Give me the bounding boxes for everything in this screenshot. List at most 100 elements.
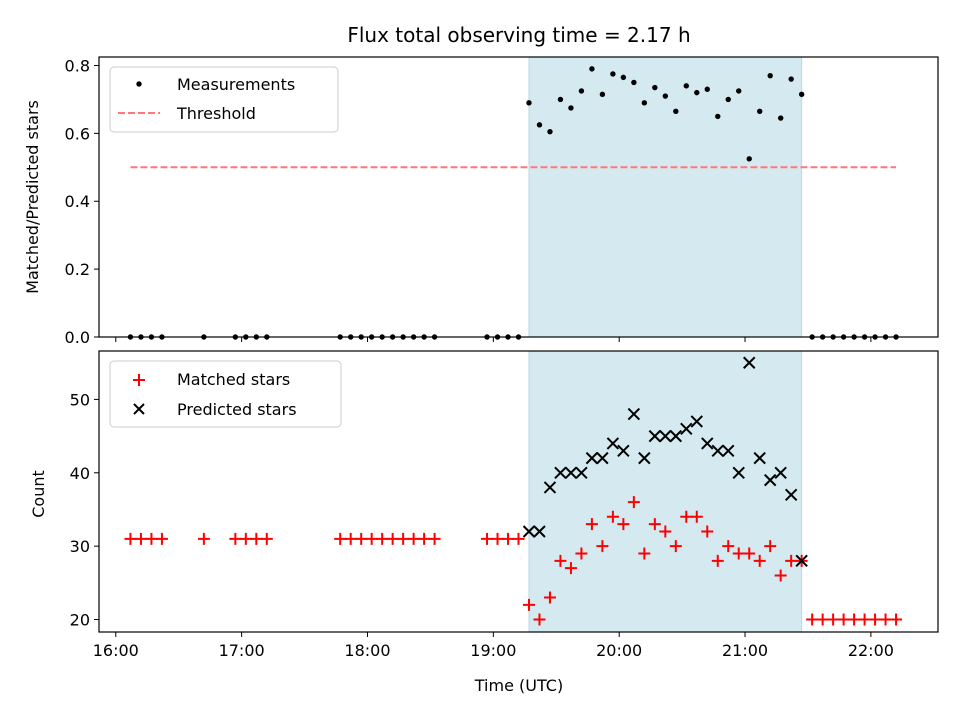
matched-star-point [869,613,882,626]
predicted-star-point [732,466,745,479]
legend-box [109,360,342,428]
matched-star-point [690,510,703,523]
matched-star-point [428,532,441,545]
panel-bottom-ylabel: Count [29,470,48,518]
matched-star-point [134,532,147,545]
x-tick-label: 20:00 [596,641,642,660]
predicted-star-point [522,525,536,538]
measurement-point [777,115,784,121]
predicted-star-point [596,451,609,465]
matched-star-point [197,532,210,545]
matched-star-point [229,532,242,545]
panel-bottom-y-ticks: 20 30 40 50 [70,390,99,630]
matched-star-point [848,613,861,626]
measurement-point [526,100,532,106]
x-tick-label: 18:00 [344,641,390,660]
panel-top-ylabel: Matched/Predicted stars [23,100,42,294]
matched-star-point [722,540,735,553]
matched-star-point [344,532,357,545]
matched-star-point [858,613,871,626]
chart-title: Flux total observing time = 2.17 h [347,23,690,47]
y-tick-label: 30 [70,537,90,556]
measurement-point [694,89,700,96]
y-tick-label: 0.6 [65,124,90,143]
measurement-point [715,113,721,120]
measurement-point [547,128,553,135]
panel-top-frame [98,56,939,338]
panel-bottom-x-ticks: 16:00 17:00 18:00 19:00 20:00 21:00 22:00 [93,632,894,660]
predicted-star-point [795,554,808,568]
matched-star-point [753,554,766,567]
matched-star-point [606,510,619,523]
predicted-star-point [690,415,703,428]
observing-window-band [528,56,803,338]
matched-star-point [732,547,745,560]
predicted-star-point [711,444,724,457]
panel-bottom-frame [98,350,939,633]
x-axis-label: Time (UTC) [474,676,563,695]
predicted-star-point [543,481,557,494]
matched-star-point [533,613,546,626]
measurement-point [557,96,564,103]
legend-marker-predicted-stars [133,403,145,415]
matched-star-point [837,613,850,626]
matched-star-point [764,540,777,553]
measurement-point [620,74,627,81]
legend-marker-measurements [136,81,142,87]
predicted-star-point [554,466,567,479]
predicted-star-point [575,466,588,479]
panel-top-legend: Measurements Threshold [109,66,339,133]
panel-top: 0.00.20.40.60.8 Matched/Predicted stars … [23,56,939,347]
x-tick-label: 17:00 [219,641,265,660]
matched-star-point [617,518,630,531]
predicted-star-point [564,466,578,479]
y-tick-label: 0.8 [65,56,90,75]
predicted-star-point [743,356,756,369]
matched-star-point [890,613,903,626]
matched-star-point [124,532,137,545]
panel-bottom: 20 30 40 50 16:00 17:00 18:00 19:00 20:00 21:00 2… [29,350,939,695]
observing-window-band [528,350,803,633]
matched-star-point [785,554,798,567]
matched-star-point [145,532,158,545]
predicted-star-point [669,429,683,443]
matched-star-point [743,547,756,560]
matched-star-point [575,547,588,560]
measurement-point [746,156,752,162]
measurement-point [767,72,773,79]
measurement-point [610,71,616,77]
legend-label-predicted-stars: Predicted stars [177,400,297,419]
predicted-star-point [763,473,777,487]
matched-star-point [522,598,535,611]
panel-top-y-ticks: 0.0 0.2 0.4 0.6 0.8 [65,56,99,347]
matched-star-point [827,613,840,626]
matched-star-point [585,518,598,531]
predicted-star-point [533,525,546,538]
y-tick-label: 50 [70,390,90,409]
measurement-point [788,76,794,82]
matched-star-point [879,613,892,626]
predicted-star-point [701,437,714,450]
predicted-star-point [659,429,672,443]
measurement-point [599,91,606,98]
legend-label-threshold: Threshold [176,104,256,123]
predicted-star-point [753,451,766,465]
measurement-point [704,86,710,92]
matched-star-point [250,532,263,545]
matched-star-point [491,532,504,545]
y-tick-label: 0.0 [65,328,90,347]
matched-star-point [774,569,787,582]
matched-star-point [397,532,410,545]
y-tick-label: 20 [70,611,90,630]
panel-bottom-marks [124,356,903,626]
matched-star-point [627,496,640,509]
y-tick-label: 0.4 [65,192,90,211]
measurement-point [536,122,543,128]
x-tick-label: 16:00 [93,641,139,660]
predicted-star-point [722,444,735,457]
predicted-star-point [627,407,641,421]
matched-star-point [407,532,420,545]
measurement-point [757,108,763,115]
matched-star-point [260,532,273,545]
